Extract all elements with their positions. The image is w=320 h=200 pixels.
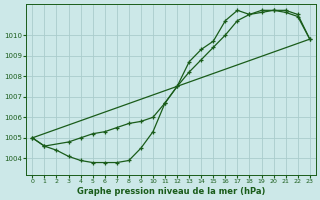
X-axis label: Graphe pression niveau de la mer (hPa): Graphe pression niveau de la mer (hPa) bbox=[77, 187, 265, 196]
